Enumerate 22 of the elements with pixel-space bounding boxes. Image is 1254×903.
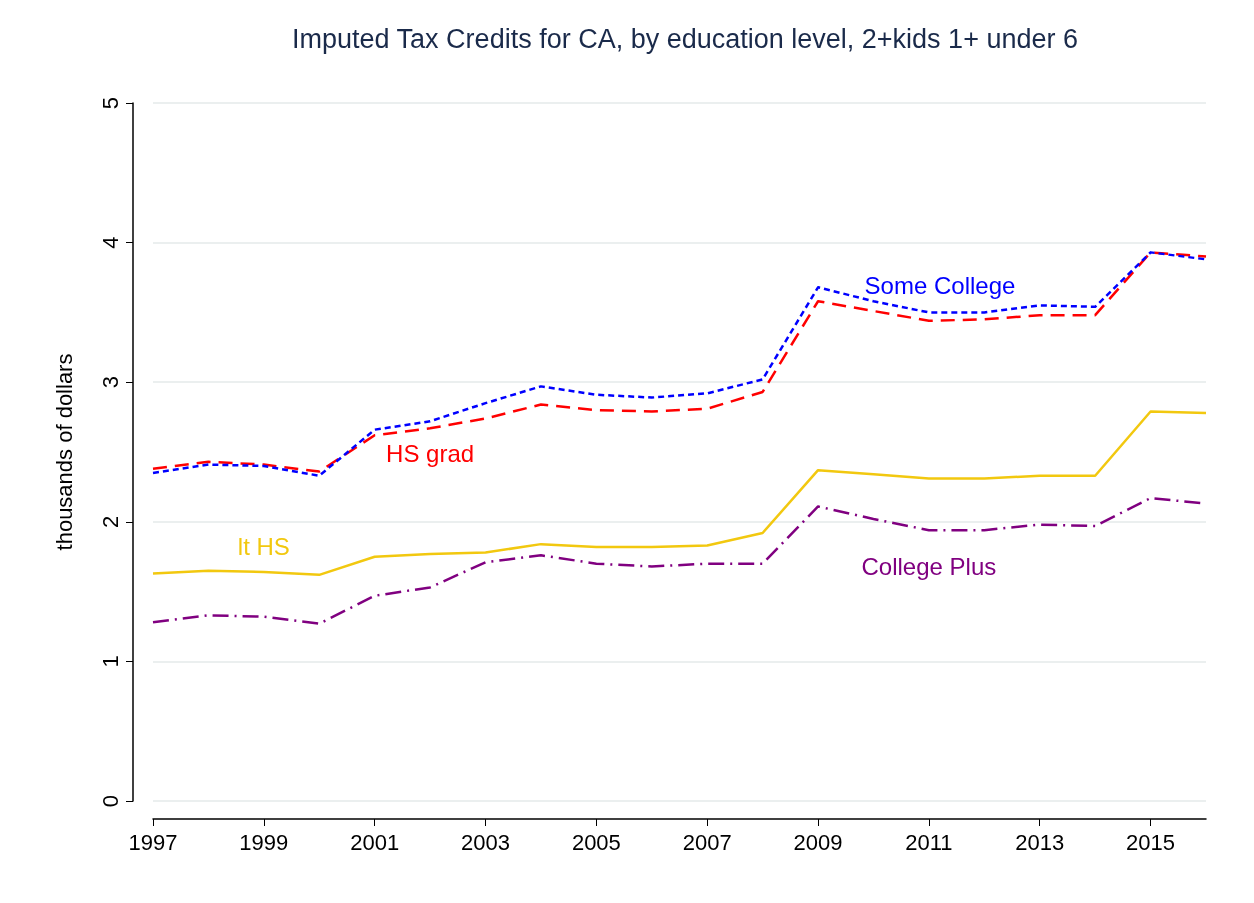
- y-tick-label: 0: [97, 794, 123, 808]
- x-tick-label: 1999: [239, 829, 289, 855]
- chart-title: Imputed Tax Credits for CA, by education level, 2+kids 1+ under 6: [292, 23, 1078, 54]
- y-tick-label: 5: [97, 96, 123, 110]
- series-label: HS grad: [386, 439, 475, 467]
- series-label: Some College: [864, 272, 1016, 300]
- x-tick-label: 2001: [350, 829, 400, 855]
- x-tick-label: 2011: [905, 829, 953, 855]
- y-tick-label: 2: [97, 515, 123, 528]
- x-tick-label: 2015: [1126, 829, 1176, 855]
- x-tick-label: 2005: [571, 829, 621, 855]
- x-tick-label: 2013: [1015, 829, 1065, 855]
- x-tick-label: 1997: [128, 829, 178, 855]
- series-label: College Plus: [861, 552, 997, 580]
- x-tick-label: 2007: [682, 829, 732, 855]
- x-tick-label: 2003: [461, 829, 510, 855]
- x-tick-label: 2009: [793, 829, 843, 855]
- y-tick-label: 4: [97, 236, 123, 249]
- series-label: lt HS: [237, 533, 290, 561]
- y-axis-title: thousands of dollars: [51, 353, 77, 551]
- y-tick-label: 3: [97, 376, 123, 389]
- y-tick-label: 1: [97, 655, 123, 668]
